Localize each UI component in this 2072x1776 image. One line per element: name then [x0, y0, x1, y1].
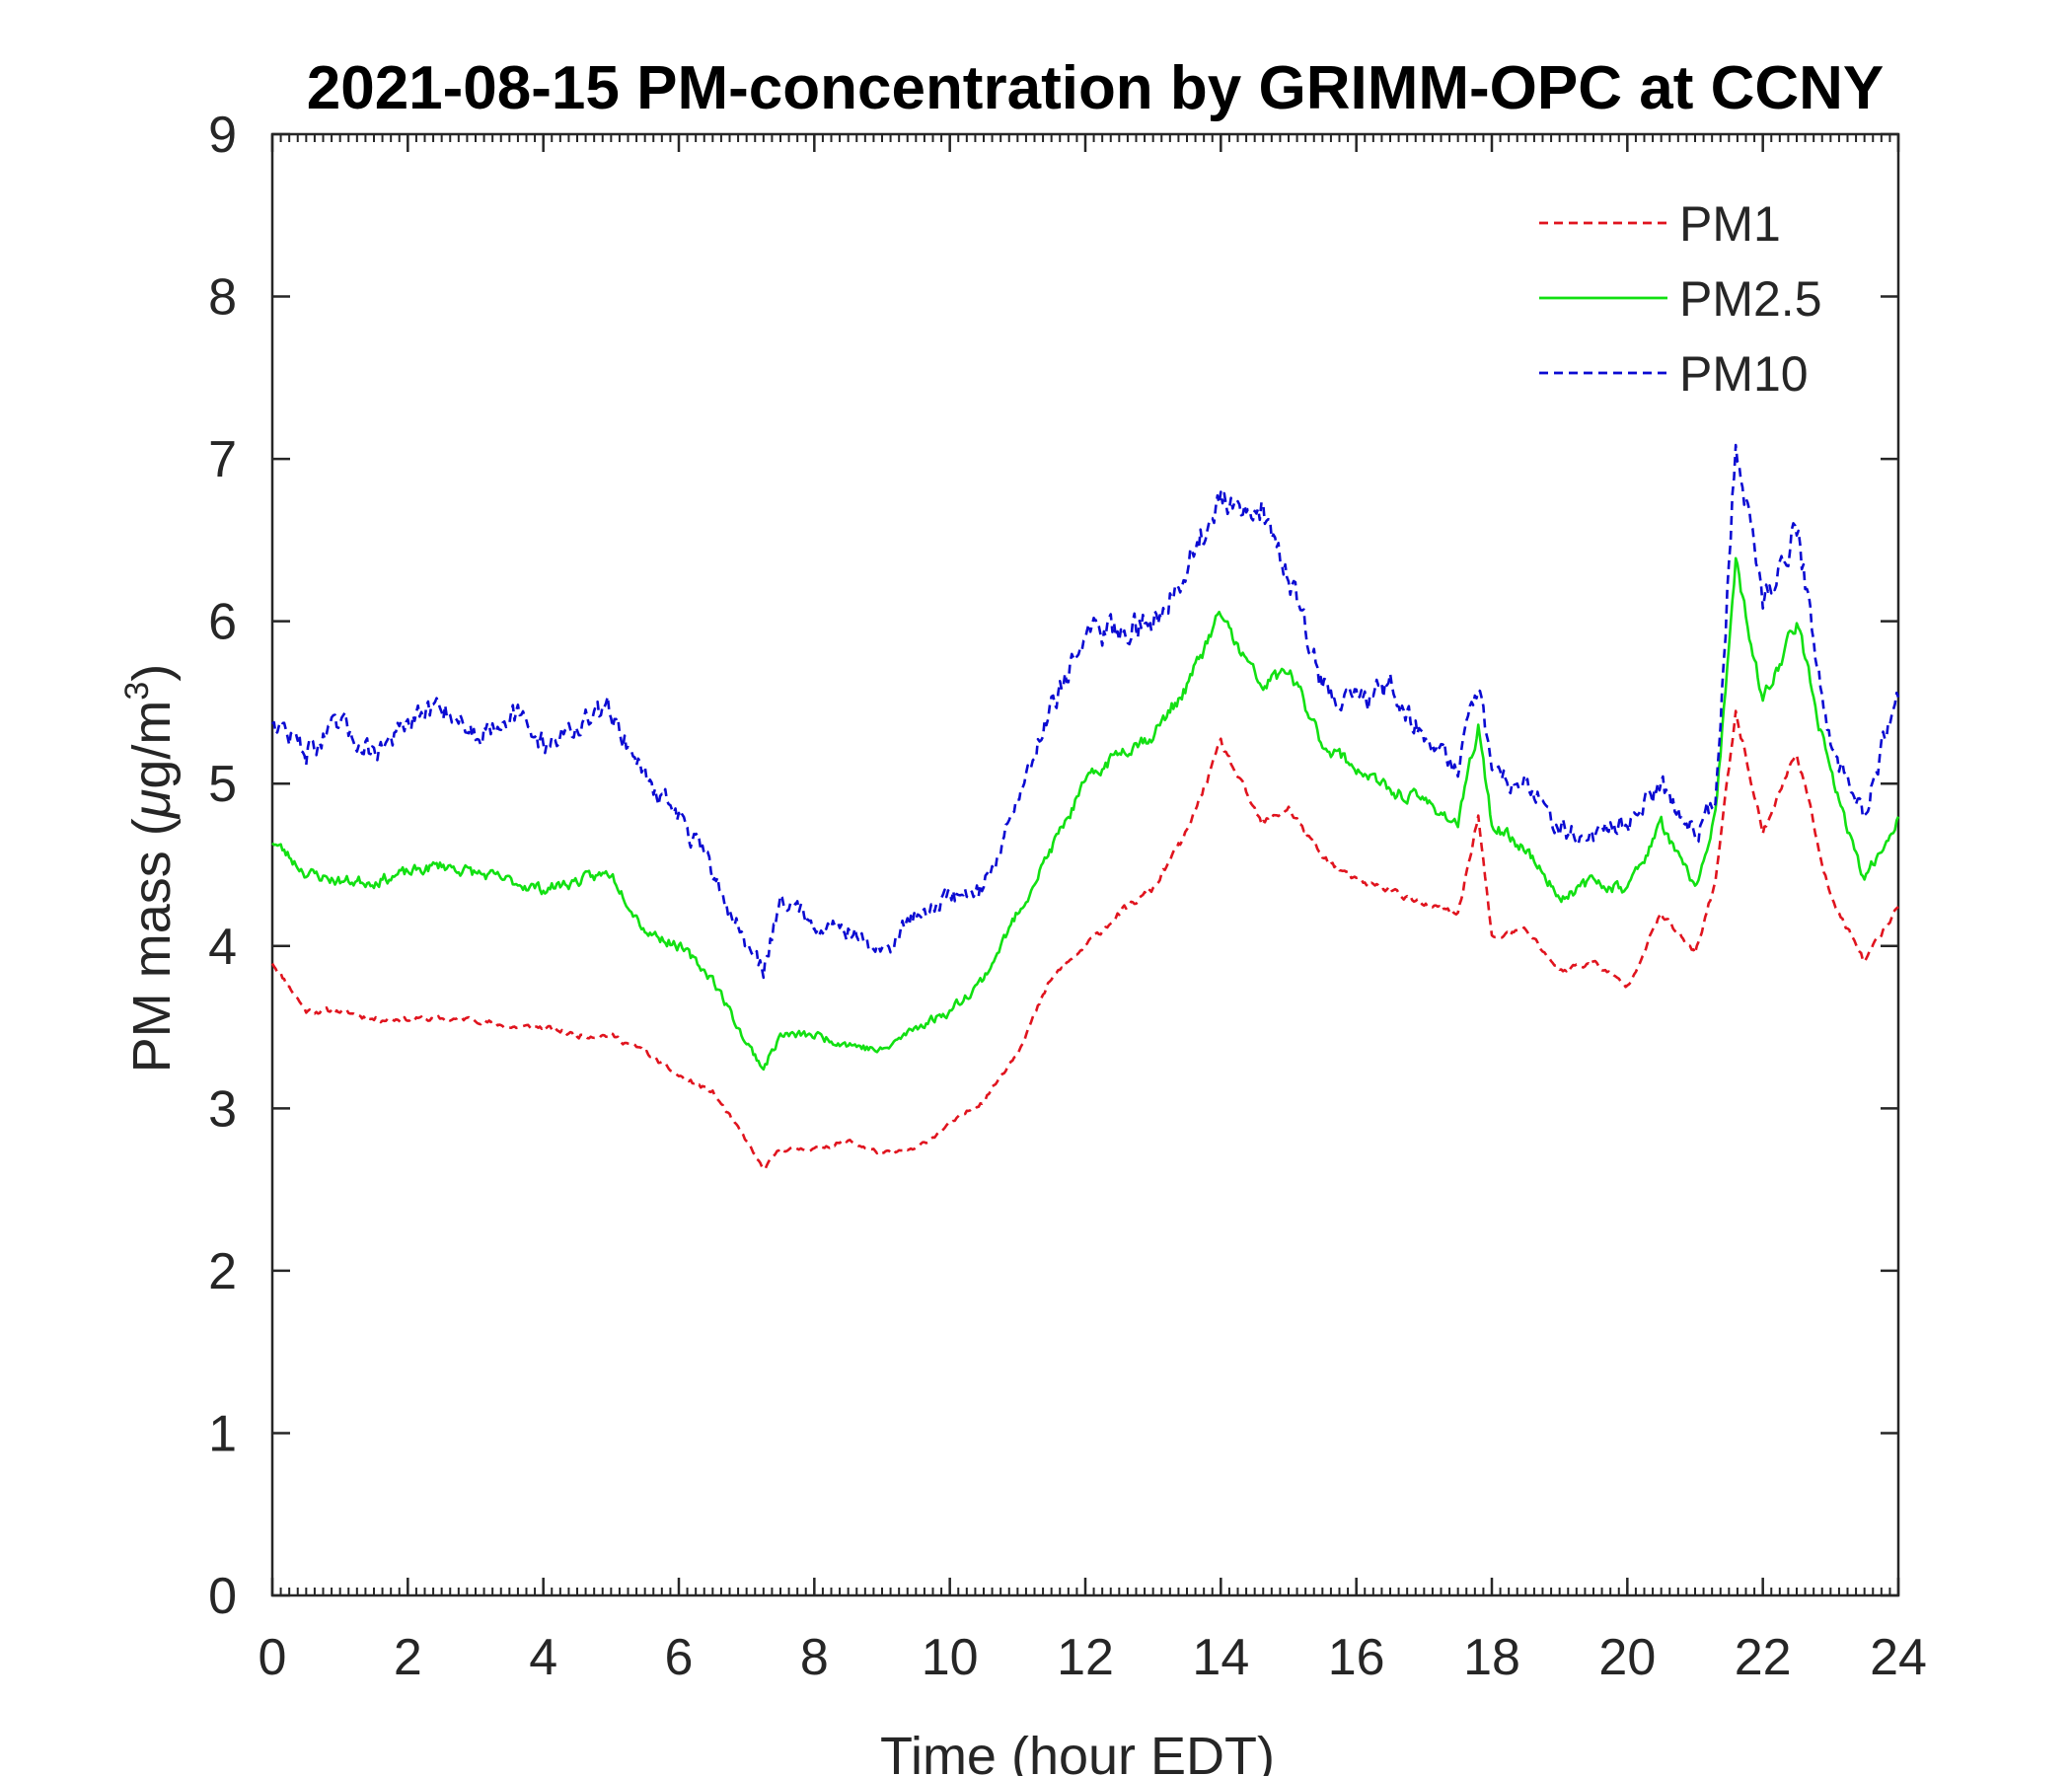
y-tick-label-4: 4 — [208, 919, 237, 976]
series-line-pm10 — [271, 443, 1900, 980]
y-tick-label-1: 1 — [208, 1405, 237, 1462]
chart-title: 2021-08-15 PM-concentration by GRIMM-OPC… — [307, 54, 1885, 122]
y-axis-label-unit: g/m — [122, 701, 182, 789]
y-tick-label-3: 3 — [208, 1080, 237, 1138]
x-tick-label-22: 22 — [1735, 1629, 1792, 1686]
x-tick-label-14: 14 — [1192, 1629, 1249, 1686]
y-tick-label-6: 6 — [208, 594, 237, 651]
y-axis-label: PM mass (μg/m3) — [118, 664, 182, 1073]
x-tick-label-0: 0 — [259, 1629, 287, 1686]
y-axis-label-sup: 3 — [118, 682, 156, 701]
x-tick-label-12: 12 — [1057, 1629, 1114, 1686]
legend: PM1 PM2.5 PM10 — [1539, 196, 1822, 402]
series-line-pm1 — [270, 709, 1899, 1171]
y-tick-label-0: 0 — [208, 1568, 237, 1625]
y-tick-label-7: 7 — [208, 431, 237, 488]
x-tick-labels: 0 2 4 6 8 10 12 14 16 18 20 22 24 — [259, 1629, 1927, 1686]
y-axis-label-mu: μ — [122, 789, 182, 821]
major-ticks — [270, 132, 1900, 1597]
x-tick-label-6: 6 — [665, 1629, 694, 1686]
series-line-pm2-5 — [271, 556, 1900, 1072]
y-tick-labels: 0 1 2 3 4 5 6 7 8 9 — [208, 107, 237, 1625]
legend-label-pm10: PM10 — [1679, 346, 1809, 402]
major-ticks-path — [270, 132, 1900, 1597]
y-axis-label-prefix: PM mass ( — [122, 818, 182, 1073]
x-tick-label-18: 18 — [1463, 1629, 1520, 1686]
y-tick-label-8: 8 — [208, 269, 237, 327]
x-tick-label-10: 10 — [922, 1629, 979, 1686]
y-axis-label-suffix: ) — [122, 664, 182, 682]
x-tick-label-24: 24 — [1870, 1629, 1927, 1686]
x-tick-label-20: 20 — [1598, 1629, 1656, 1686]
plot-frame — [270, 132, 1900, 1597]
x-tick-label-16: 16 — [1328, 1629, 1385, 1686]
legend-label-pm2-5: PM2.5 — [1679, 271, 1822, 327]
x-tick-label-2: 2 — [394, 1629, 422, 1686]
x-tick-label-4: 4 — [529, 1629, 557, 1686]
y-tick-label-9: 9 — [208, 107, 237, 164]
plot-area — [270, 132, 1900, 1597]
legend-label-pm1: PM1 — [1679, 196, 1781, 252]
y-tick-label-5: 5 — [208, 756, 237, 813]
x-tick-label-8: 8 — [800, 1629, 829, 1686]
y-tick-label-2: 2 — [208, 1243, 237, 1300]
series-group — [270, 443, 1900, 1171]
x-axis-label: Time (hour EDT) — [880, 1727, 1275, 1776]
